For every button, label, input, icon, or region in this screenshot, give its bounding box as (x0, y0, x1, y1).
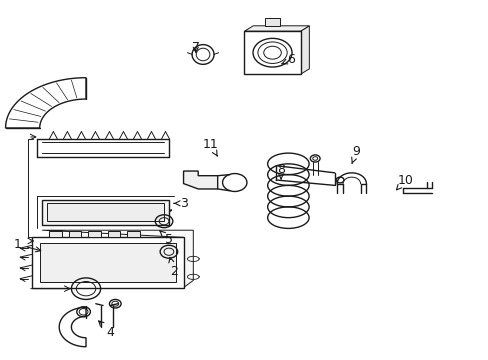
Text: 11: 11 (202, 138, 218, 156)
Text: 5: 5 (160, 231, 173, 246)
Polygon shape (42, 230, 193, 288)
Bar (108, 231, 120, 237)
Polygon shape (5, 78, 86, 128)
Polygon shape (59, 307, 86, 347)
Bar (47, 203, 163, 221)
Polygon shape (300, 26, 309, 74)
Polygon shape (244, 26, 309, 31)
Bar (88, 231, 101, 237)
Text: 9: 9 (351, 145, 360, 163)
Bar (69, 231, 81, 237)
Bar (127, 231, 140, 237)
Text: 1: 1 (14, 238, 41, 252)
Text: 6: 6 (281, 53, 294, 66)
Bar (49, 231, 61, 237)
Bar (264, 18, 279, 26)
Text: 2: 2 (168, 257, 177, 278)
Bar (244, 31, 300, 74)
Text: 10: 10 (396, 174, 412, 190)
Bar (32, 237, 183, 288)
Text: 3: 3 (174, 197, 187, 210)
Text: 4: 4 (99, 321, 114, 339)
Bar (42, 200, 168, 225)
Text: 7: 7 (191, 41, 199, 54)
Text: 8: 8 (277, 163, 285, 179)
Polygon shape (183, 171, 217, 189)
Bar (40, 243, 176, 282)
